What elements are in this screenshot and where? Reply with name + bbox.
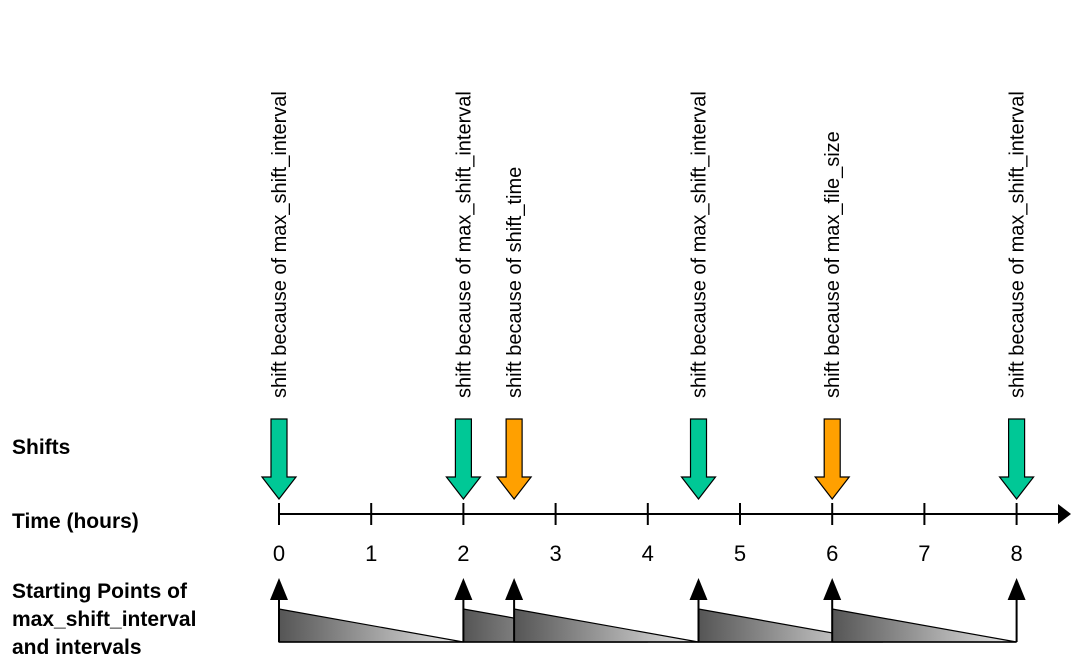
starting-points-row-label: Starting Points of max_shift_interval an…: [12, 578, 252, 662]
time-tick-label: 1: [365, 541, 377, 566]
time-axis-arrowhead: [1058, 504, 1071, 524]
interval-wedge: [278, 608, 464, 643]
shift-arrow: [495, 418, 533, 500]
shift-reason-label: shift because of shift_time: [504, 167, 526, 398]
starting-points-label-line-3: and intervals: [12, 636, 142, 659]
shift-arrows-layer: [260, 418, 1035, 500]
shift-arrow: [260, 418, 298, 500]
time-tick-label: 3: [549, 541, 561, 566]
shift-reason-labels: shift because of max_shift_interval shift…: [269, 91, 1029, 398]
starting-points-label-line-1: Starting Points of: [12, 580, 187, 603]
time-tick-label: 7: [918, 541, 930, 566]
starting-points-label-line-2: max_shift_interval: [12, 608, 197, 631]
interval-wedge: [831, 608, 1017, 643]
time-axis: 0 1 2 3 4 5 6 7 8: [273, 503, 1071, 566]
intervals-layer: [278, 608, 1017, 643]
shift-arrow: [998, 418, 1035, 500]
shift-reason-label: shift because of max_shift_interval: [1007, 91, 1029, 398]
time-tick-label: 0: [273, 541, 285, 566]
shift-reason-label: shift because of max_file_size: [822, 131, 844, 398]
interval-wedge: [513, 608, 699, 643]
shift-reason-label: shift because of max_shift_interval: [269, 91, 291, 398]
time-tick-label: 5: [734, 541, 746, 566]
starting-point-arrowhead: [454, 578, 473, 600]
shift-reason-label: shift because of max_shift_interval: [689, 91, 711, 398]
starting-point-arrowhead: [1007, 578, 1026, 600]
shift-arrow: [813, 418, 851, 500]
time-row-label: Time (hours): [12, 510, 139, 533]
starting-point-arrowhead: [823, 578, 842, 600]
time-tick-label: 2: [457, 541, 469, 566]
time-tick-label: 8: [1010, 541, 1022, 566]
starting-point-arrowhead: [689, 578, 708, 600]
starting-points-layer: [270, 578, 1026, 642]
shifts-row-label: Shifts: [12, 436, 71, 459]
time-tick-label: 4: [642, 541, 654, 566]
starting-point-arrowhead: [505, 578, 524, 600]
time-tick-label: 6: [826, 541, 838, 566]
shift-reason-label: shift because of max_shift_interval: [453, 91, 475, 398]
shift-arrow: [445, 418, 482, 500]
shift-arrow: [680, 418, 717, 500]
starting-point-arrowhead: [270, 578, 288, 600]
